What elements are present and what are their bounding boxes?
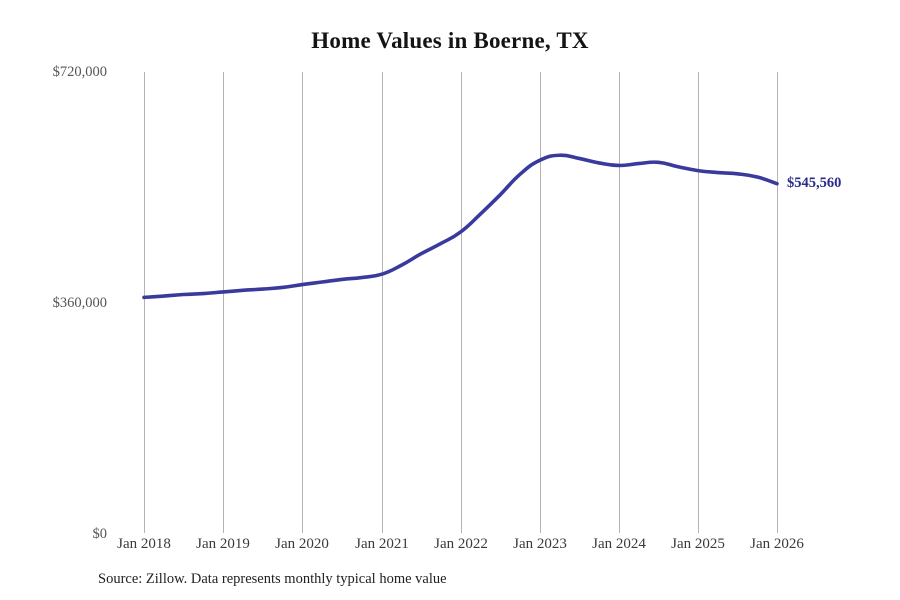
gridline-jan-2019: [223, 72, 224, 533]
gridline-jan-2021: [382, 72, 383, 533]
y-tick-label-2: $0: [92, 526, 108, 542]
end-value-label: $545,560: [787, 174, 842, 191]
gridline-jan-2022: [461, 72, 462, 533]
x-tick-label-2: Jan 2020: [275, 536, 329, 552]
gridline-jan-2024: [619, 72, 620, 533]
x-tick-label-3: Jan 2021: [355, 536, 409, 552]
x-tick-label-0: Jan 2018: [117, 536, 171, 552]
x-tick-label-6: Jan 2024: [592, 536, 646, 552]
gridline-jan-2025: [698, 72, 699, 533]
chart-footnote: Source: Zillow. Data represents monthly …: [98, 571, 447, 587]
gridline-jan-2020: [302, 72, 303, 533]
chart-title: Home Values in Boerne, TX: [311, 28, 589, 53]
x-tick-label-1: Jan 2019: [196, 536, 250, 552]
x-tick-label-7: Jan 2025: [671, 536, 725, 552]
y-tick-label-0: $720,000: [52, 64, 107, 80]
gridline-jan-2026: [777, 72, 778, 533]
gridline-jan-2023: [540, 72, 541, 533]
y-tick-label-1: $360,000: [52, 295, 107, 311]
x-tick-label-5: Jan 2023: [513, 536, 567, 552]
x-tick-label-8: Jan 2026: [750, 536, 804, 552]
gridline-jan-2018: [144, 72, 145, 533]
x-tick-label-4: Jan 2022: [434, 536, 488, 552]
